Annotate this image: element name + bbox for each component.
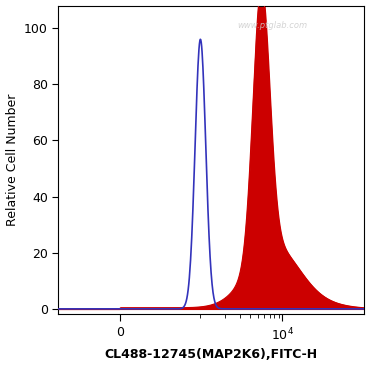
- Y-axis label: Relative Cell Number: Relative Cell Number: [6, 94, 18, 226]
- Text: www.ptglab.com: www.ptglab.com: [238, 21, 308, 30]
- X-axis label: CL488-12745(MAP2K6),FITC-H: CL488-12745(MAP2K6),FITC-H: [105, 348, 318, 361]
